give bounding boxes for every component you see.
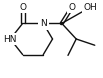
Text: O: O bbox=[69, 2, 76, 12]
Text: OH: OH bbox=[84, 2, 98, 12]
Text: HN: HN bbox=[4, 34, 17, 44]
Text: O: O bbox=[19, 2, 26, 12]
Text: N: N bbox=[40, 19, 47, 28]
